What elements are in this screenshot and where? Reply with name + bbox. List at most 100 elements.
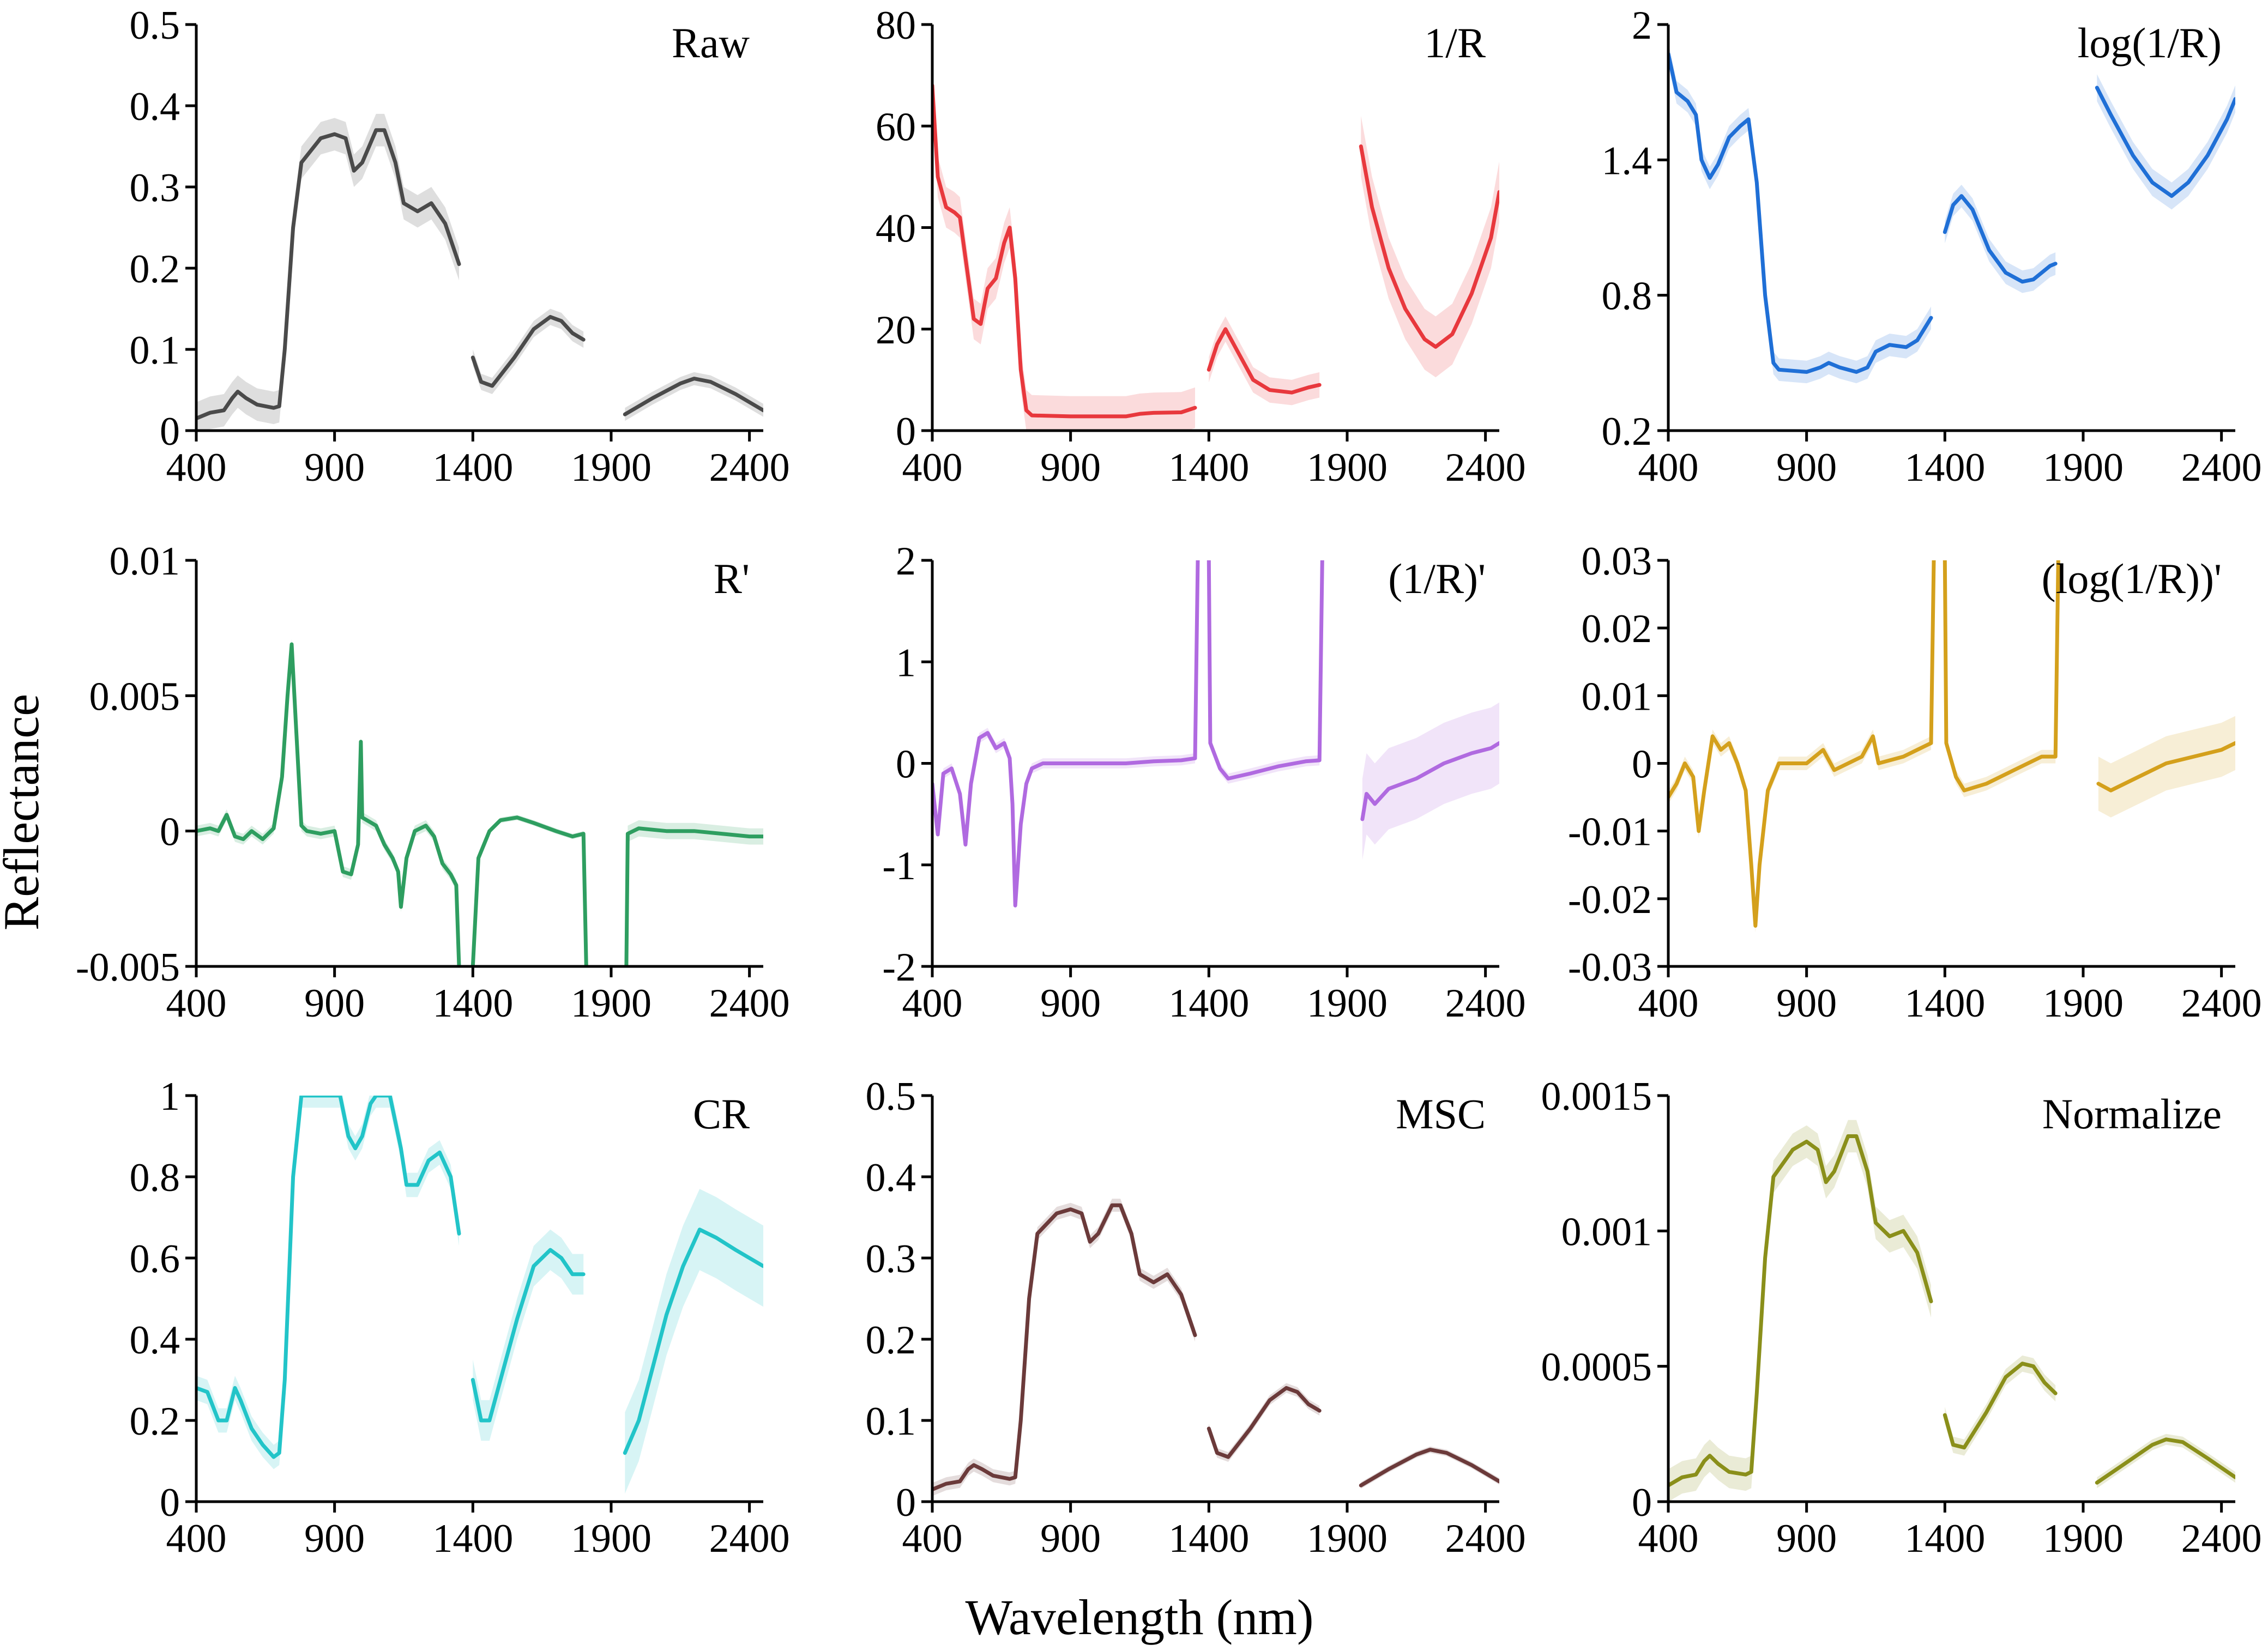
series-line-1 xyxy=(932,560,1200,908)
series-line-1 xyxy=(196,642,461,966)
x-tick-label: 1900 xyxy=(1307,1516,1388,1561)
x-tick-label: 400 xyxy=(166,445,227,490)
y-tick-label: 0 xyxy=(1632,742,1652,787)
series-band-2 xyxy=(473,814,587,966)
x-tick-label: 1900 xyxy=(571,981,652,1026)
panel-title: (log(1/R))' xyxy=(2042,555,2222,602)
x-tick-label: 400 xyxy=(1638,1516,1699,1561)
x-tick-label: 1900 xyxy=(2043,1516,2124,1561)
y-tick-label: 0.005 xyxy=(89,674,180,719)
x-tick-label: 900 xyxy=(304,1516,365,1561)
series-line-1 xyxy=(196,128,461,421)
y-tick-label: 40 xyxy=(876,207,916,251)
y-tick-label: 0.6 xyxy=(130,1237,180,1281)
x-tick-label: 1400 xyxy=(1168,1516,1249,1561)
y-tick-label: -0.03 xyxy=(1568,945,1652,990)
y-tick-label: -0.005 xyxy=(76,945,180,990)
x-tick-label: 1400 xyxy=(1168,445,1249,490)
series-line-3 xyxy=(2095,86,2235,198)
series-line-1 xyxy=(1668,52,1933,374)
x-tick-label: 400 xyxy=(166,1516,227,1561)
series-band-2 xyxy=(473,1229,584,1441)
panel-title: CR xyxy=(693,1090,750,1138)
series-line-2 xyxy=(471,315,586,388)
series-line-2 xyxy=(1943,560,2060,793)
x-tick-label: 1400 xyxy=(1904,1516,1985,1561)
y-tick-label: 0 xyxy=(896,1480,916,1525)
y-tick-label: 1 xyxy=(160,1074,180,1119)
x-tick-label: 1900 xyxy=(571,1516,652,1561)
y-tick-label: 0.1 xyxy=(130,328,180,373)
series-band-1 xyxy=(196,639,459,966)
y-tick-label: 0.3 xyxy=(130,166,180,210)
y-tick-label: 0.8 xyxy=(1602,274,1652,319)
series-line-2 xyxy=(471,815,588,966)
y-tick-label: -0.02 xyxy=(1568,878,1652,922)
chart-panel-2: 400 900 1400 1900 2400 0 20 40 60 80 1/R xyxy=(876,3,1526,490)
y-tick-label: -1 xyxy=(882,844,916,888)
chart-panel-4: 400 900 1400 1900 2400 -0.005 0 0.005 0.01 R' xyxy=(76,539,790,1026)
y-tick-label: 1.4 xyxy=(1602,138,1652,183)
y-tick-label: 0.0005 xyxy=(1541,1345,1652,1390)
x-axis-title: Wavelength (nm) xyxy=(966,1589,1314,1645)
chart-panel-5: 400 900 1400 1900 2400 -2 -1 0 1 2 (1/R)' xyxy=(882,539,1525,1026)
chart-panel-3: 400 900 1400 1900 2400 0.2 0.8 1.4 2 log(1/R) xyxy=(1602,3,2262,490)
series-band-3 xyxy=(626,820,763,966)
chart-panel-6: 400 900 1400 1900 2400 -0.03 -0.02 -0.01 0 0.01 0.… xyxy=(1568,539,2262,1026)
series-band-2 xyxy=(1209,1383,1320,1462)
series-band-1 xyxy=(196,113,459,431)
series-line-2 xyxy=(1207,560,1324,781)
series-band-1 xyxy=(1668,43,1931,384)
x-tick-label: 1400 xyxy=(1904,981,1985,1026)
y-tick-label: 0.4 xyxy=(130,1318,180,1363)
x-tick-label: 900 xyxy=(1040,445,1101,490)
panel-title: Normalize xyxy=(2042,1090,2222,1138)
x-tick-label: 1900 xyxy=(1307,445,1388,490)
series-line-3 xyxy=(623,377,763,416)
chart-panel-8: 400 900 1400 1900 2400 0 0.1 0.2 0.3 0.4 0.5 MSC xyxy=(866,1074,1526,1561)
y-tick-label: 0.2 xyxy=(130,1399,180,1444)
x-tick-label: 400 xyxy=(1638,445,1699,490)
series-line-3 xyxy=(1360,741,1499,821)
x-tick-label: 1900 xyxy=(571,445,652,490)
x-tick-label: 2400 xyxy=(2181,1516,2262,1561)
series-band-1 xyxy=(1668,1120,1931,1502)
x-tick-label: 2400 xyxy=(1445,445,1526,490)
panel-title: 1/R xyxy=(1424,19,1486,66)
series-band-1 xyxy=(932,65,1195,431)
x-tick-label: 2400 xyxy=(1445,981,1526,1026)
series-line-1 xyxy=(196,1096,461,1459)
y-tick-label: -0.01 xyxy=(1568,810,1652,855)
x-tick-label: 1400 xyxy=(432,981,513,1026)
x-tick-label: 400 xyxy=(902,445,963,490)
series-band-3 xyxy=(2097,1434,2235,1489)
x-tick-label: 400 xyxy=(902,981,963,1026)
y-tick-label: 0 xyxy=(896,409,916,454)
series-line-3 xyxy=(2096,741,2235,793)
series-band-3 xyxy=(1362,702,1499,860)
y-tick-label: 0 xyxy=(160,810,180,855)
series-band-1 xyxy=(1668,560,1934,933)
x-tick-label: 2400 xyxy=(709,445,790,490)
series-line-1 xyxy=(1668,560,1936,928)
y-tick-label: 60 xyxy=(876,105,916,149)
series-line-3 xyxy=(2095,1437,2235,1485)
y-tick-label: 0.2 xyxy=(866,1318,916,1363)
x-tick-label: 1400 xyxy=(1904,445,1985,490)
y-tick-label: 20 xyxy=(876,308,916,353)
series-line-3 xyxy=(624,826,763,966)
y-tick-label: 0 xyxy=(160,409,180,454)
y-tick-label: 0 xyxy=(896,742,916,787)
series-band-2 xyxy=(1209,560,1323,784)
y-tick-label: 0.03 xyxy=(1582,539,1652,584)
y-tick-label: 0.01 xyxy=(1582,674,1652,719)
panel-title: MSC xyxy=(1396,1090,1486,1138)
series-band-3 xyxy=(2098,716,2235,818)
y-tick-label: 0.8 xyxy=(130,1156,180,1200)
y-tick-label: 0.02 xyxy=(1582,607,1652,651)
chart-panel-9: 400 900 1400 1900 2400 0 0.0005 0.001 0.0015 Norm… xyxy=(1541,1074,2262,1561)
x-tick-label: 1400 xyxy=(432,445,513,490)
x-tick-label: 400 xyxy=(166,981,227,1026)
y-tick-label: 0.5 xyxy=(130,3,180,48)
